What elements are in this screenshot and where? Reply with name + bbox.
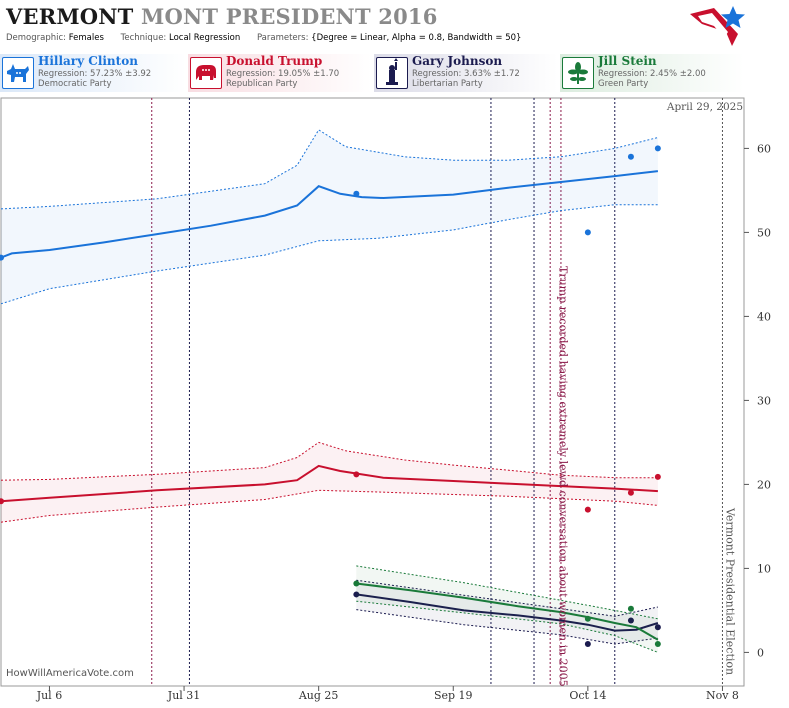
confidence-lower xyxy=(0,489,658,523)
confidence-band xyxy=(1,442,658,523)
regression-line xyxy=(356,593,659,632)
confidence-band xyxy=(1,129,658,304)
candidate-regression: Regression: 19.05% ±1.70 xyxy=(226,69,340,79)
candidate-party: Libertarian Party xyxy=(412,79,483,89)
title-rest: MONT PRESIDENT 2016 xyxy=(141,4,438,29)
regression-line xyxy=(0,464,658,503)
statue-of-liberty-icon xyxy=(376,57,408,89)
poll-point xyxy=(654,624,661,631)
date-stamp: April 29, 2025 xyxy=(666,101,743,113)
poll-point xyxy=(654,641,661,647)
candidate-trump: Donald Trump Regression: 19.05% ±1.70 Re… xyxy=(188,54,372,92)
y-tick-label: 60 xyxy=(757,142,771,155)
candidate-regression: Regression: 3.63% ±1.72 xyxy=(412,69,520,79)
candidate-legend: Hillary Clinton Regression: 57.23% ±3.92… xyxy=(0,54,789,94)
candidate-name: Donald Trump xyxy=(226,54,323,68)
x-tick-label: Sep 19 xyxy=(434,689,473,702)
confidence-upper xyxy=(0,441,658,481)
annotation-election-day: Vermont Presidential Election xyxy=(723,507,736,675)
poll-point xyxy=(627,489,634,496)
poll-point xyxy=(0,254,4,261)
poll-point xyxy=(353,591,360,598)
poll-point xyxy=(654,473,661,480)
x-tick-label: Nov 8 xyxy=(706,689,739,702)
candidate-party: Democratic Party xyxy=(38,79,112,89)
donkey-icon xyxy=(2,57,34,89)
page-title: VERMONT MONT PRESIDENT 2016 xyxy=(6,4,438,29)
technique-label: Technique: xyxy=(120,33,167,43)
poll-point xyxy=(627,153,634,160)
confidence-band xyxy=(356,565,658,653)
y-tick-label: 10 xyxy=(757,562,771,575)
poll-regression-chart: 0 10 20 30 40 50 60 Jul 6 Jul 31 Aug 25 Sep 19 Oct … xyxy=(0,97,771,702)
poll-point xyxy=(627,617,634,624)
x-tick-label: Jul 6 xyxy=(36,689,63,702)
y-tick-label: 30 xyxy=(757,394,771,407)
candidate-clinton: Hillary Clinton Regression: 57.23% ±3.92… xyxy=(0,54,186,92)
y-tick-label: 20 xyxy=(757,478,771,491)
regression-line xyxy=(0,170,659,259)
candidate-johnson: Gary Johnson Regression: 3.63% ±1.72 Lib… xyxy=(374,54,558,92)
poll-point xyxy=(584,641,591,647)
parameters-label: Parameters: xyxy=(256,33,309,43)
y-tick-label: 0 xyxy=(757,646,764,659)
confidence-lower xyxy=(356,609,658,645)
plot-frame xyxy=(0,97,745,687)
x-tick-label: Oct 14 xyxy=(569,689,606,702)
candidate-regression: Regression: 2.45% ±2.00 xyxy=(598,69,706,79)
star-logo-icon xyxy=(690,6,745,46)
flower-icon xyxy=(562,57,594,89)
parameters-line: Demographic: Females Technique: Local Re… xyxy=(6,33,521,43)
watermark: HowWillAmericaVote.com xyxy=(6,668,134,679)
poll-point xyxy=(654,145,661,152)
chart-area: 0 10 20 30 40 50 60 Jul 6 Jul 31 Aug 25 Sep 19 Oct … xyxy=(0,96,789,704)
candidate-party: Republican Party xyxy=(226,79,298,89)
demographic-value: Females xyxy=(68,33,104,43)
confidence-upper xyxy=(356,565,658,620)
poll-point xyxy=(353,190,360,197)
poll-point xyxy=(584,229,591,236)
y-tick-label: 50 xyxy=(757,226,771,239)
candidate-party: Green Party xyxy=(598,79,649,89)
demographic-label: Demographic: xyxy=(6,33,67,43)
x-tick-label: Aug 25 xyxy=(298,689,339,702)
candidate-stein: Jill Stein Regression: 2.45% ±2.00 Green… xyxy=(560,54,744,92)
confidence-band xyxy=(356,580,658,644)
parameters-value: {Degree = Linear, Alpha = 0.8, Bandwidth… xyxy=(311,33,522,43)
x-tick-label: Jul 31 xyxy=(167,689,201,702)
candidate-name: Jill Stein xyxy=(598,54,657,68)
confidence-upper xyxy=(356,579,659,617)
title-state: VERMONT xyxy=(6,4,134,29)
candidate-name: Gary Johnson xyxy=(412,54,503,68)
candidate-name: Hillary Clinton xyxy=(38,54,138,68)
poll-point xyxy=(353,580,360,587)
technique-value: Local Regression xyxy=(169,33,241,43)
confidence-upper xyxy=(0,129,659,210)
confidence-lower xyxy=(356,600,659,653)
regression-line xyxy=(356,582,659,641)
poll-point xyxy=(627,605,634,612)
poll-point xyxy=(0,498,4,505)
poll-point xyxy=(584,615,591,622)
y-tick-label: 40 xyxy=(757,310,771,323)
candidate-regression: Regression: 57.23% ±3.92 xyxy=(38,69,152,79)
elephant-icon xyxy=(190,57,222,89)
annotation-lewd-conversation: Trump recorded having extremely lewd con… xyxy=(557,266,570,687)
poll-point xyxy=(584,506,591,513)
poll-point xyxy=(353,471,360,478)
